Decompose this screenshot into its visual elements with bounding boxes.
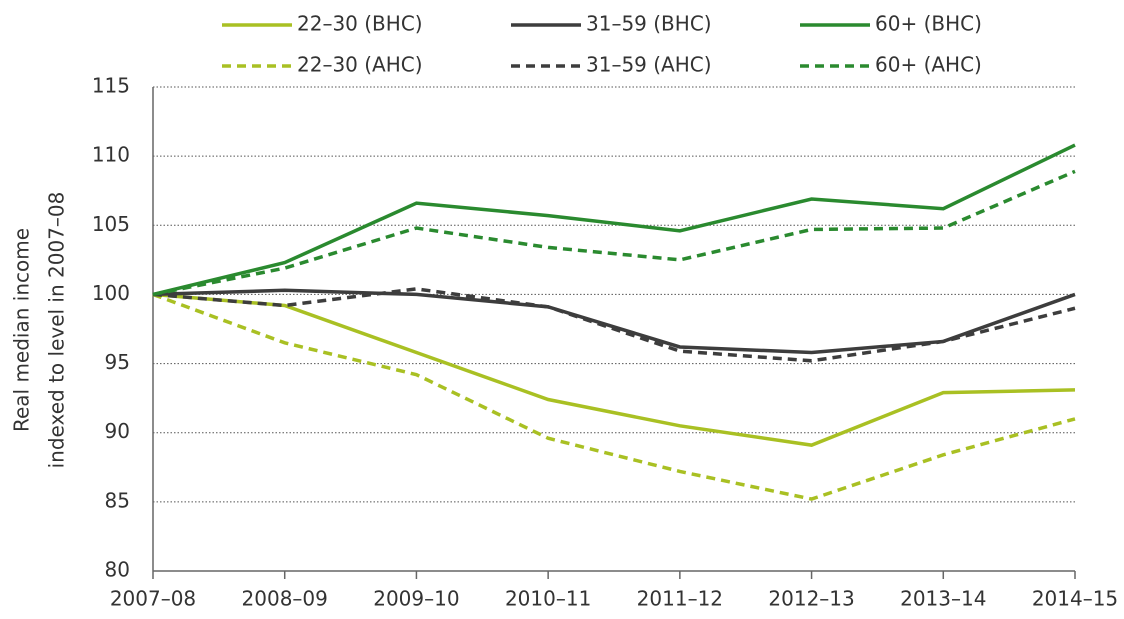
y-tick-label: 105 bbox=[92, 212, 130, 236]
x-tick-label: 2008–09 bbox=[242, 587, 328, 611]
x-tick-label: 2007–08 bbox=[110, 587, 196, 611]
x-tick-label: 2014–15 bbox=[1032, 587, 1118, 611]
legend-label: 31–59 (BHC) bbox=[586, 12, 712, 36]
y-tick-label: 115 bbox=[92, 74, 130, 98]
x-tick-label: 2009–10 bbox=[373, 587, 459, 611]
series-line bbox=[152, 169, 1076, 297]
x-tick-label: 2010–11 bbox=[505, 587, 591, 611]
series-line bbox=[152, 143, 1076, 297]
x-tick-label: 2012–13 bbox=[768, 587, 854, 611]
y-tick-label: 80 bbox=[105, 558, 130, 582]
x-tick-label: 2013–14 bbox=[900, 587, 986, 611]
legend-label: 31–59 (AHC) bbox=[586, 53, 712, 77]
y-tick-label: 100 bbox=[92, 281, 130, 305]
y-tick-label: 90 bbox=[105, 419, 130, 443]
y-axis-label: indexed to level in 2007–08 bbox=[45, 192, 69, 469]
y-axis-label: Real median income bbox=[10, 228, 34, 432]
legend-label: 60+ (BHC) bbox=[875, 12, 982, 36]
legend-label: 22–30 (BHC) bbox=[297, 12, 423, 36]
legend-label: 22–30 (AHC) bbox=[297, 53, 423, 77]
y-tick-label: 110 bbox=[92, 143, 130, 167]
y-tick-label: 85 bbox=[105, 488, 130, 512]
series-line bbox=[152, 287, 1076, 363]
x-tick-label: 2011–12 bbox=[637, 587, 723, 611]
y-tick-label: 95 bbox=[105, 350, 130, 374]
series-line bbox=[152, 292, 1076, 447]
legend-label: 60+ (AHC) bbox=[875, 53, 982, 77]
